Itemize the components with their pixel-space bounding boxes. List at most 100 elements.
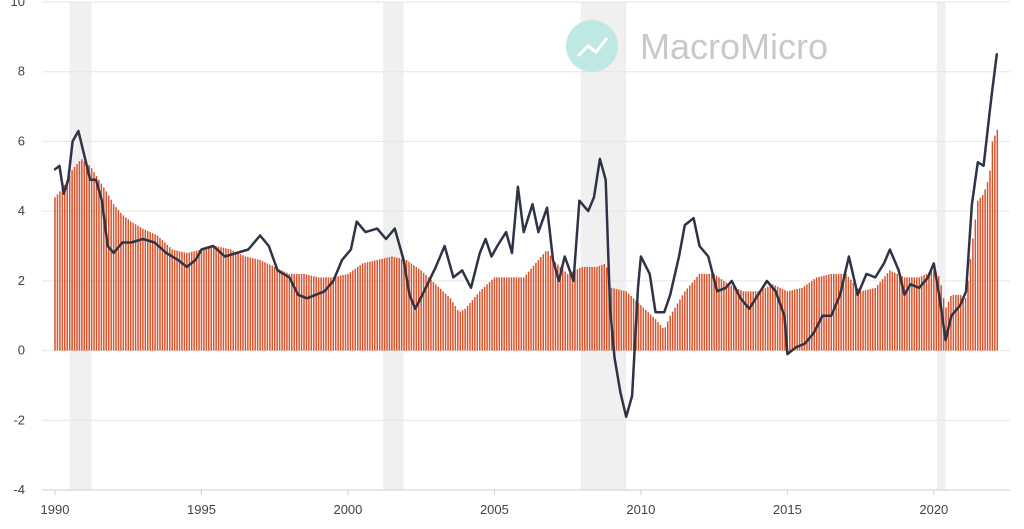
y-tick-label: 0 [18,343,25,358]
bar [671,311,674,351]
bar [505,277,508,351]
y-tick-label: 4 [18,203,25,218]
bar [549,255,552,351]
bar [120,212,122,351]
bar [178,251,181,351]
bar [747,291,750,351]
bar [962,296,964,351]
bar [891,271,894,351]
bar [598,265,601,351]
bar [684,291,686,351]
bar [701,273,703,351]
bar [337,276,339,351]
bar [276,268,278,351]
bar [503,277,505,351]
bar [977,200,979,351]
bar [127,219,129,351]
bar [842,273,845,351]
bar [786,291,789,351]
bar [527,271,530,351]
bar [903,277,906,351]
bar [139,227,142,351]
bar [967,280,969,351]
bar [901,276,903,351]
bar [59,191,61,351]
bar [854,285,857,351]
y-tick-label: 10 [11,0,25,9]
bar [334,276,337,351]
watermark-text: MacroMicro [640,26,828,67]
bar [195,250,198,351]
bar [974,219,977,351]
bar [981,194,984,351]
bar [859,291,862,351]
bar [344,274,347,351]
bar [410,263,413,351]
bar [508,277,510,351]
bar [339,275,342,351]
bar [522,277,525,351]
bar [718,277,720,351]
bar [474,297,476,351]
bar [649,314,652,351]
bar [925,273,928,351]
bar [203,248,205,351]
bar [623,290,625,351]
bar [498,277,501,351]
bar [464,308,466,351]
bar [896,273,898,351]
bar [352,270,354,351]
y-tick-label: -4 [13,482,25,497]
bar [249,257,252,351]
bar [979,197,981,351]
axes: -4 -2 0 2 4 6 8 10 1990 1995 2000 2005 2010 2015 2020 [11,0,1010,517]
bar [793,289,796,351]
bar [73,166,76,351]
bar [303,273,305,351]
bar [745,291,747,351]
bar [969,259,972,351]
bar [603,264,606,351]
bar [945,307,947,351]
bar [557,264,559,351]
bar [798,288,801,351]
bar [71,170,73,351]
bar [435,284,437,351]
bar [144,229,147,351]
bar [322,277,325,351]
bar [234,251,237,351]
bar [732,286,735,351]
bar [291,273,293,351]
recession-band [936,2,946,490]
bar [147,230,149,351]
bar [813,279,815,351]
bar [918,277,920,351]
bar [64,184,66,351]
bar [645,309,647,351]
bar [923,275,925,351]
bar [66,179,68,351]
bar [952,294,955,351]
bar [757,291,759,351]
bar [749,291,752,351]
grid [42,1,1010,491]
bar [615,288,618,351]
bar [984,189,986,351]
bar [857,288,859,351]
bar [349,272,352,351]
bar [430,279,432,351]
bar [398,258,400,351]
bar [286,272,288,351]
bar [845,273,847,351]
bar [723,280,725,351]
bar [876,284,879,351]
bar [867,289,869,351]
bar [110,199,112,351]
bar [652,316,654,351]
bar [828,274,830,351]
bar [78,161,81,351]
x-tick-label: 1990 [41,502,70,517]
bar [840,273,842,351]
bar [295,273,298,351]
